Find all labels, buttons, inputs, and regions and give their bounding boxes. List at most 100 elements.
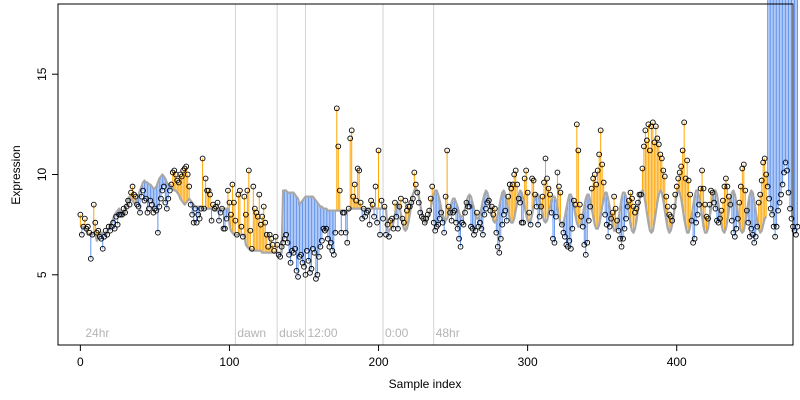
data-point (199, 155, 206, 162)
data-point (183, 163, 190, 170)
data-point (732, 233, 738, 240)
data-point (441, 229, 447, 236)
data-point (624, 203, 631, 210)
data-point (539, 193, 546, 200)
data-point (323, 225, 330, 232)
data-point (545, 185, 552, 192)
data-point (600, 179, 607, 186)
data-point (638, 191, 644, 198)
data-point (711, 199, 717, 206)
data-point (729, 217, 735, 224)
data-point (474, 209, 480, 216)
data-point (317, 243, 324, 250)
data-point (676, 169, 683, 176)
data-point (295, 273, 301, 280)
data-point (412, 181, 419, 188)
data-point (556, 183, 562, 190)
data-point (178, 173, 185, 180)
data-point (292, 245, 298, 252)
data-point (720, 197, 726, 204)
data-point (333, 105, 340, 112)
data-point (611, 193, 617, 200)
phase-label: 48hr (436, 326, 460, 340)
data-point (389, 215, 395, 222)
data-point (156, 203, 163, 210)
data-point (448, 217, 455, 224)
data-point (138, 193, 145, 200)
data-point (186, 183, 193, 190)
phase-lines (234, 4, 435, 345)
data-point (316, 253, 322, 260)
data-point (793, 231, 799, 238)
data-points (77, 105, 800, 282)
data-point (444, 147, 450, 154)
data-point (401, 219, 407, 226)
data-point (257, 221, 264, 228)
data-point (491, 205, 498, 212)
data-point (234, 231, 240, 238)
data-point (90, 201, 97, 208)
data-point (377, 231, 383, 238)
data-point (655, 141, 662, 148)
data-point (675, 175, 682, 182)
residual-segments (79, 0, 798, 279)
data-point (551, 239, 558, 246)
data-point (135, 203, 142, 210)
data-point (231, 199, 237, 206)
data-point (146, 205, 152, 212)
data-point (483, 205, 489, 212)
data-point (129, 183, 136, 190)
data-point (721, 183, 728, 190)
data-point (263, 231, 270, 238)
data-point (143, 195, 149, 202)
data-point (785, 189, 792, 196)
data-point (687, 191, 693, 198)
data-point (208, 217, 215, 224)
data-point (308, 265, 315, 272)
data-point (396, 203, 403, 210)
data-point (755, 199, 762, 206)
data-point (369, 201, 376, 208)
data-point (451, 207, 458, 214)
data-point (766, 195, 772, 202)
data-point (627, 189, 634, 196)
data-point (265, 243, 272, 250)
data-point (523, 167, 529, 174)
data-point (149, 201, 155, 208)
data-point (351, 181, 358, 188)
data-point (596, 151, 603, 158)
data-point (87, 255, 94, 262)
data-point (718, 207, 725, 214)
data-point (784, 167, 790, 174)
data-point (247, 227, 254, 234)
data-point (673, 183, 680, 190)
data-point (163, 205, 170, 212)
data-point (341, 209, 348, 216)
data-point (612, 205, 619, 212)
data-point (99, 245, 106, 252)
data-point (453, 219, 459, 226)
data-point (187, 201, 194, 208)
data-point (694, 211, 701, 218)
data-point (356, 167, 363, 174)
data-point (161, 183, 167, 190)
data-point (654, 135, 661, 142)
data-point (140, 187, 146, 194)
data-point (335, 143, 342, 150)
data-point (304, 247, 310, 254)
x-tick-label: 400 (667, 355, 687, 369)
data-point (384, 221, 391, 228)
data-point (559, 221, 565, 228)
data-point (569, 225, 576, 232)
data-point (347, 135, 354, 142)
data-point (742, 187, 749, 194)
data-point (84, 223, 91, 230)
data-point (348, 127, 355, 134)
data-point (104, 231, 111, 238)
data-point (175, 179, 182, 186)
phase-label: 12:00 (307, 326, 337, 340)
data-point (661, 173, 668, 180)
data-point (608, 215, 614, 222)
y-tick-label: 10 (35, 168, 49, 182)
data-point (436, 215, 443, 222)
